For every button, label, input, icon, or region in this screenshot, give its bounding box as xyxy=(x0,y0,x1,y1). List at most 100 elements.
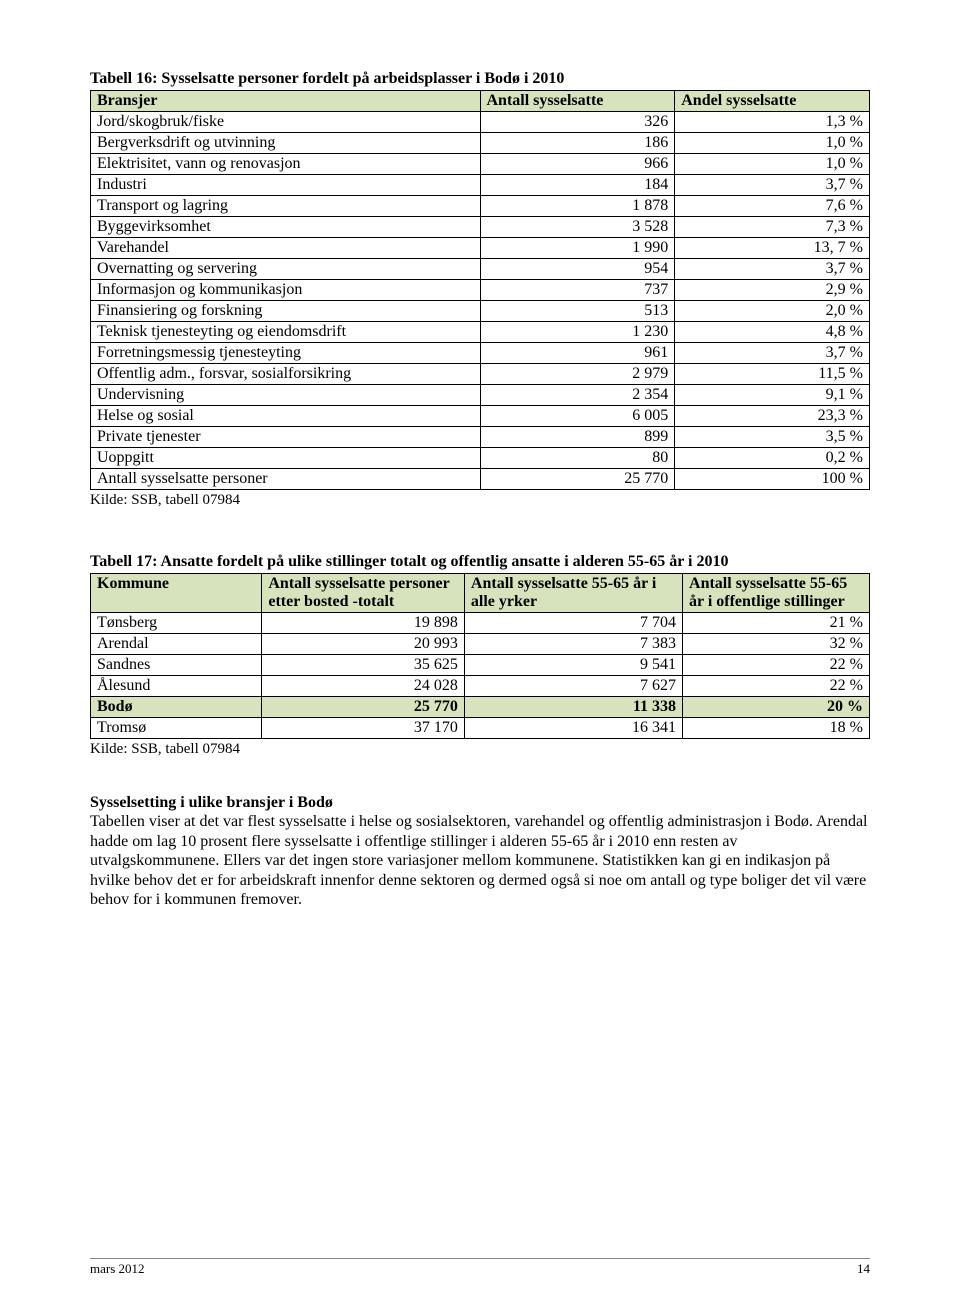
table17-source: Kilde: SSB, tabell 07984 xyxy=(90,741,870,758)
table16-cell-count: 1 878 xyxy=(480,196,675,217)
table16-cell-share: 3,5 % xyxy=(675,427,870,448)
table16-cell-label: Transport og lagring xyxy=(91,196,481,217)
section-heading: Sysselsetting i ulike bransjer i Bodø xyxy=(90,794,870,812)
table-row: Bodø25 77011 33820 % xyxy=(91,697,870,718)
table-row: Finansiering og forskning5132,0 % xyxy=(91,301,870,322)
table16-cell-count: 2 354 xyxy=(480,385,675,406)
table-row: Offentlig adm., forsvar, sosialforsikrin… xyxy=(91,364,870,385)
section-body: Tabellen viser at det var flest sysselsa… xyxy=(90,812,870,910)
table16-cell-label: Bergverksdrift og utvinning xyxy=(91,133,481,154)
table16-cell-count: 1 990 xyxy=(480,238,675,259)
table16-cell-label: Teknisk tjenesteyting og eiendomsdrift xyxy=(91,322,481,343)
table-row: Byggevirksomhet3 5287,3 % xyxy=(91,217,870,238)
table-row: Jord/skogbruk/fiske3261,3 % xyxy=(91,112,870,133)
table17-cell-kommune: Bodø xyxy=(91,697,262,718)
table16-cell-count: 2 979 xyxy=(480,364,675,385)
table16-cell-label: Overnatting og servering xyxy=(91,259,481,280)
table17-title: Tabell 17: Ansatte fordelt på ulike stil… xyxy=(90,553,870,571)
table16-header-andel: Andel sysselsatte xyxy=(675,91,870,112)
table16-cell-share: 3,7 % xyxy=(675,343,870,364)
table17-header-offentlige: Antall sysselsatte 55-65 år i offentlige… xyxy=(683,574,870,613)
table-row: Varehandel1 99013, 7 % xyxy=(91,238,870,259)
table-row: Undervisning2 3549,1 % xyxy=(91,385,870,406)
table16-cell-share: 7,3 % xyxy=(675,217,870,238)
table16-cell-label: Forretningsmessig tjenesteyting xyxy=(91,343,481,364)
table16-cell-count: 25 770 xyxy=(480,469,675,490)
table17-cell-alle-yrker: 9 541 xyxy=(464,655,682,676)
table17-header-alle-yrker: Antall sysselsatte 55-65 år i alle yrker xyxy=(464,574,682,613)
table16-cell-label: Helse og sosial xyxy=(91,406,481,427)
table16-cell-share: 0,2 % xyxy=(675,448,870,469)
table17-cell-alle-yrker: 7 627 xyxy=(464,676,682,697)
table-row: Elektrisitet, vann og renovasjon9661,0 % xyxy=(91,154,870,175)
table16-cell-label: Offentlig adm., forsvar, sosialforsikrin… xyxy=(91,364,481,385)
table-row: Antall sysselsatte personer25 770100 % xyxy=(91,469,870,490)
table17-cell-kommune: Tromsø xyxy=(91,718,262,739)
table-row: Transport og lagring1 8787,6 % xyxy=(91,196,870,217)
table17-cell-offentlige: 18 % xyxy=(683,718,870,739)
table-row: Forretningsmessig tjenesteyting9613,7 % xyxy=(91,343,870,364)
table16-source: Kilde: SSB, tabell 07984 xyxy=(90,492,870,509)
table17-cell-alle-yrker: 11 338 xyxy=(464,697,682,718)
table16-cell-label: Undervisning xyxy=(91,385,481,406)
table17-cell-kommune: Arendal xyxy=(91,634,262,655)
table16-cell-share: 2,0 % xyxy=(675,301,870,322)
table16-cell-share: 2,9 % xyxy=(675,280,870,301)
table16-title: Tabell 16: Sysselsatte personer fordelt … xyxy=(90,70,870,88)
table16-cell-share: 13, 7 % xyxy=(675,238,870,259)
table16-cell-share: 1,3 % xyxy=(675,112,870,133)
table16-header-bransjer: Bransjer xyxy=(91,91,481,112)
table-row: Sandnes35 6259 54122 % xyxy=(91,655,870,676)
table16-cell-share: 23,3 % xyxy=(675,406,870,427)
table17-cell-totalt: 19 898 xyxy=(262,613,465,634)
table17-cell-offentlige: 32 % xyxy=(683,634,870,655)
table16-cell-count: 326 xyxy=(480,112,675,133)
table16-cell-share: 1,0 % xyxy=(675,133,870,154)
table-row: Industri1843,7 % xyxy=(91,175,870,196)
table16-cell-count: 513 xyxy=(480,301,675,322)
table16-cell-label: Antall sysselsatte personer xyxy=(91,469,481,490)
table17-cell-alle-yrker: 16 341 xyxy=(464,718,682,739)
table17-cell-totalt: 20 993 xyxy=(262,634,465,655)
table16-cell-count: 899 xyxy=(480,427,675,448)
table-row: Bergverksdrift og utvinning1861,0 % xyxy=(91,133,870,154)
table16-cell-label: Industri xyxy=(91,175,481,196)
table16-cell-label: Informasjon og kommunikasjon xyxy=(91,280,481,301)
table17-cell-offentlige: 22 % xyxy=(683,655,870,676)
table17-cell-kommune: Sandnes xyxy=(91,655,262,676)
table16-cell-label: Private tjenester xyxy=(91,427,481,448)
table16-cell-label: Uoppgitt xyxy=(91,448,481,469)
table-row: Helse og sosial6 00523,3 % xyxy=(91,406,870,427)
table16-cell-share: 100 % xyxy=(675,469,870,490)
table17-header-totalt: Antall sysselsatte personer etter bosted… xyxy=(262,574,465,613)
table16-cell-count: 3 528 xyxy=(480,217,675,238)
table16-header-antall: Antall sysselsatte xyxy=(480,91,675,112)
table16: Bransjer Antall sysselsatte Andel syssel… xyxy=(90,90,870,490)
table16-cell-count: 80 xyxy=(480,448,675,469)
table16-cell-share: 9,1 % xyxy=(675,385,870,406)
table16-cell-share: 1,0 % xyxy=(675,154,870,175)
table16-cell-share: 3,7 % xyxy=(675,259,870,280)
page-footer: mars 2012 14 xyxy=(90,1258,870,1277)
table16-cell-share: 11,5 % xyxy=(675,364,870,385)
table-row: Teknisk tjenesteyting og eiendomsdrift1 … xyxy=(91,322,870,343)
table-row: Arendal20 9937 38332 % xyxy=(91,634,870,655)
table-row: Tønsberg19 8987 70421 % xyxy=(91,613,870,634)
table17-cell-kommune: Tønsberg xyxy=(91,613,262,634)
table16-cell-count: 6 005 xyxy=(480,406,675,427)
table16-cell-label: Varehandel xyxy=(91,238,481,259)
table16-cell-share: 3,7 % xyxy=(675,175,870,196)
table-row: Tromsø37 17016 34118 % xyxy=(91,718,870,739)
table-row: Informasjon og kommunikasjon7372,9 % xyxy=(91,280,870,301)
table17-header-kommune: Kommune xyxy=(91,574,262,613)
table-row: Ålesund24 0287 62722 % xyxy=(91,676,870,697)
footer-page-number: 14 xyxy=(857,1261,870,1277)
table16-cell-count: 184 xyxy=(480,175,675,196)
table16-cell-share: 7,6 % xyxy=(675,196,870,217)
table17-cell-totalt: 24 028 xyxy=(262,676,465,697)
table17-cell-kommune: Ålesund xyxy=(91,676,262,697)
table17-cell-offentlige: 20 % xyxy=(683,697,870,718)
table17-cell-alle-yrker: 7 704 xyxy=(464,613,682,634)
table16-cell-label: Elektrisitet, vann og renovasjon xyxy=(91,154,481,175)
table-row: Overnatting og servering9543,7 % xyxy=(91,259,870,280)
